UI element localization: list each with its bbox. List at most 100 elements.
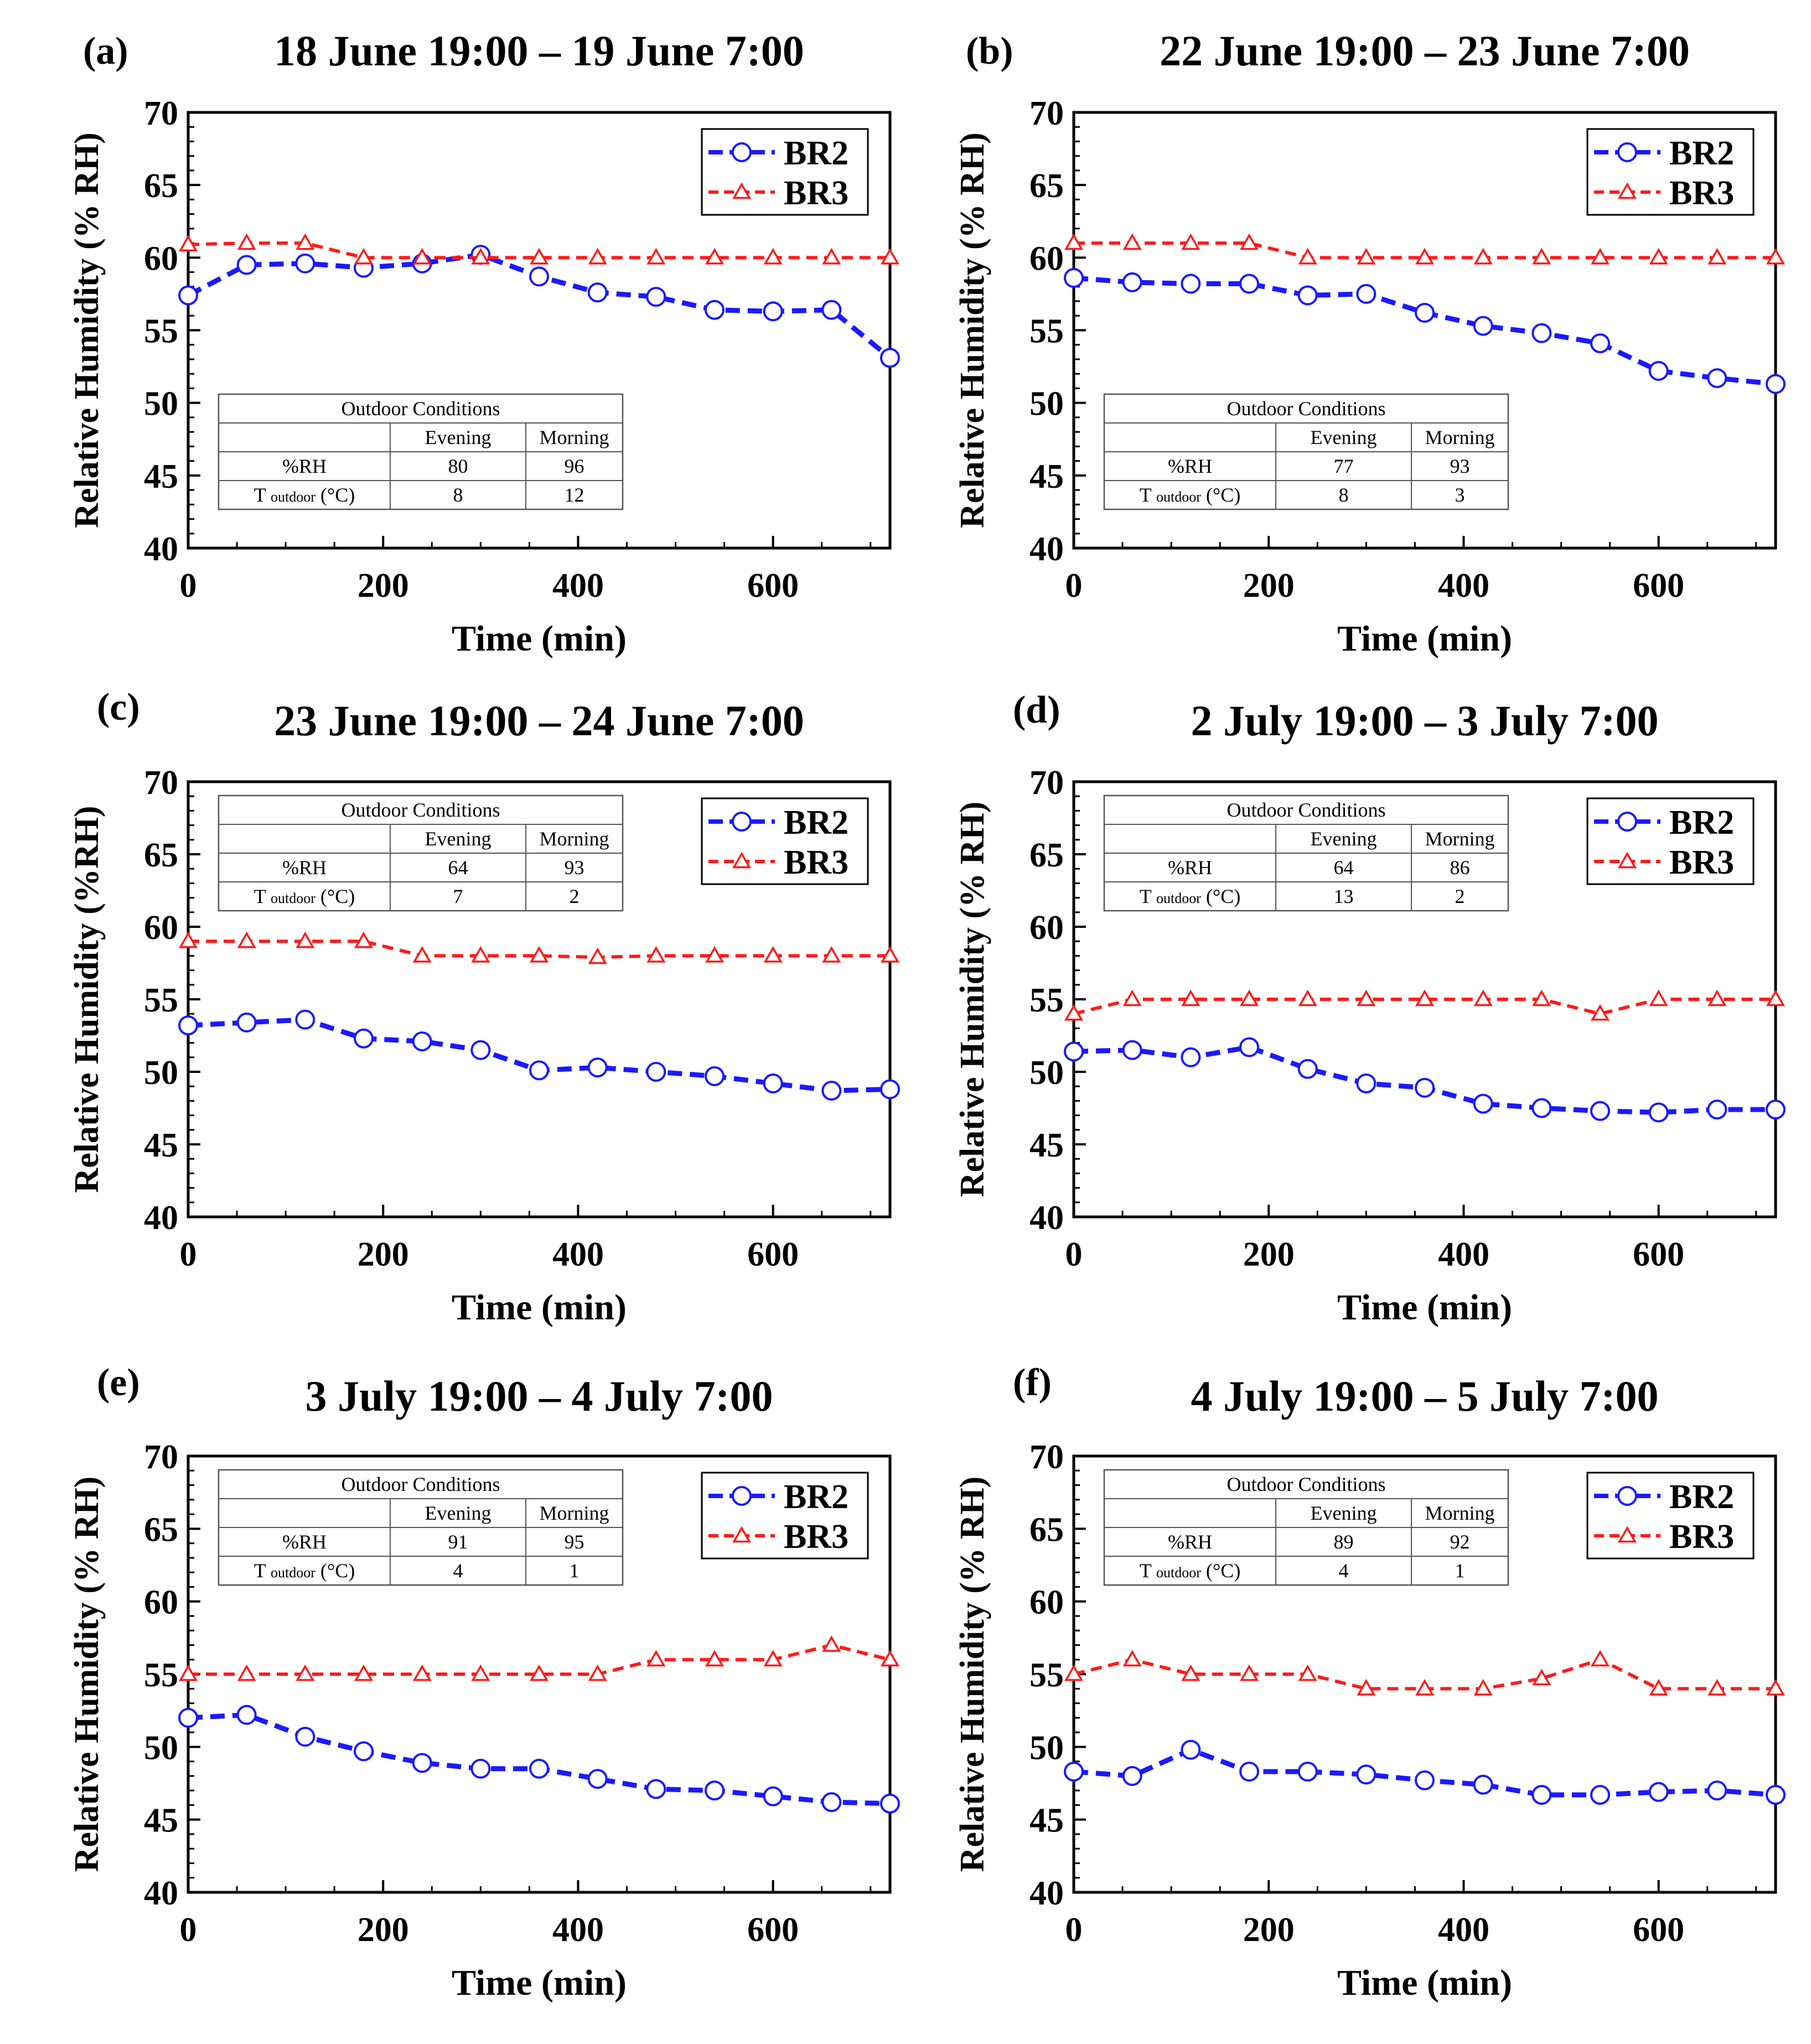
data-point-BR3: [471, 247, 490, 265]
data-point-BR2: [880, 1079, 900, 1100]
y-tick-label: 65: [144, 837, 178, 874]
legend-label-BR2: BR2: [1669, 804, 1734, 842]
data-point-BR2: [1122, 272, 1142, 292]
data-point-BR3: [1239, 233, 1259, 250]
series-BR3: [1064, 1650, 1786, 1696]
data-point-BR2: [529, 1758, 549, 1779]
y-axis: 40 45 50 55 60 65 70: [1029, 95, 1086, 568]
data-point-BR3: [296, 1664, 315, 1681]
data-point-BR2: [1239, 1037, 1259, 1057]
x-tick-label: 400: [1438, 567, 1489, 605]
table-t-evening: 8: [453, 484, 463, 506]
table-t-morning: 1: [570, 1560, 579, 1582]
data-point-BR3: [880, 1650, 900, 1666]
y-tick-label: 70: [144, 95, 178, 132]
table-col-morning: Morning: [1425, 1502, 1495, 1524]
data-point-BR3: [1473, 989, 1493, 1006]
legend-marker-BR2: [732, 812, 752, 832]
table-row-t-outdoor: T outdoor (°C): [254, 885, 355, 907]
y-tick-label: 50: [1029, 385, 1064, 423]
data-point-BR3: [529, 247, 549, 265]
data-point-BR3: [822, 946, 841, 963]
data-point-BR3: [880, 946, 900, 963]
table-t-evening: 7: [453, 885, 463, 907]
x-tick-label: 0: [180, 1911, 197, 1949]
y-axis: 40 45 50 55 60 65 70: [1029, 764, 1086, 1237]
legend-marker-BR3: [1617, 1526, 1637, 1543]
table-title: Outdoor Conditions: [341, 799, 500, 821]
y-tick-label: 40: [144, 1875, 178, 1912]
table-row-rh: %RH: [282, 856, 327, 879]
legend-marker-BR3: [732, 851, 752, 869]
data-point-BR3: [412, 1664, 432, 1681]
panel-label: (a): [83, 30, 128, 73]
series-BR3: [1064, 233, 1786, 265]
table-row-rh: %RH: [1168, 455, 1212, 477]
data-point-BR2: [821, 1081, 842, 1101]
data-point-BR2: [236, 255, 257, 275]
series-BR3: [178, 233, 900, 265]
data-point-BR3: [1707, 1679, 1727, 1696]
data-point-BR3: [1766, 989, 1786, 1006]
series-BR2: [1064, 1740, 1786, 1805]
series-BR3: [1064, 989, 1786, 1021]
legend-label-BR3: BR3: [784, 844, 848, 881]
data-point-BR2: [1064, 1041, 1084, 1062]
y-axis: 40 45 50 55 60 65 70: [144, 1438, 200, 1912]
data-point-BR2: [1648, 1102, 1669, 1123]
legend-frame: [701, 128, 869, 216]
y-tick-label: 70: [1029, 95, 1064, 132]
table-t-evening: 13: [1334, 885, 1354, 907]
data-point-BR2: [763, 301, 783, 322]
legend-label-BR2: BR2: [784, 804, 848, 842]
table-t-morning: 2: [1455, 885, 1465, 907]
data-point-BR3: [763, 946, 783, 963]
data-point-BR2: [821, 1792, 842, 1813]
table-title: Outdoor Conditions: [1227, 1473, 1385, 1495]
x-tick-label: 0: [180, 1236, 197, 1273]
table-row-t-outdoor: T outdoor (°C): [1140, 885, 1241, 907]
table-col-evening: Evening: [1311, 426, 1377, 448]
y-tick-label: 40: [144, 530, 178, 568]
y-axis-label: Relative Humidity (% RH): [68, 1477, 106, 1872]
table-t-morning: 3: [1455, 484, 1465, 506]
table-row-t-outdoor: T outdoor (°C): [1140, 1560, 1241, 1582]
table-t-morning: 1: [1455, 1560, 1465, 1582]
y-tick-label: 70: [144, 764, 178, 802]
legend-marker-BR2: [1617, 142, 1637, 162]
legend-label-BR2: BR2: [784, 1478, 848, 1516]
data-point-BR2: [1590, 333, 1610, 354]
legend-marker-BR3: [1617, 182, 1637, 199]
data-point-BR3: [1122, 989, 1142, 1006]
x-axis-label: Time (min): [1337, 1963, 1512, 2003]
x-axis: 0 200 400 600: [180, 1205, 872, 1273]
table-title: Outdoor Conditions: [341, 398, 500, 420]
series-BR2: [178, 245, 900, 368]
data-point-BR3: [822, 1635, 841, 1652]
data-point-BR3: [296, 931, 315, 948]
data-point-BR2: [1590, 1101, 1610, 1121]
x-tick-label: 600: [1633, 1236, 1684, 1273]
y-axis-label: Relative Humidity (% RH): [68, 132, 106, 528]
x-axis-label: Time (min): [1337, 618, 1512, 659]
x-tick-label: 200: [1243, 1236, 1295, 1273]
y-tick-label: 55: [144, 982, 178, 1019]
y-tick-label: 45: [144, 1127, 178, 1164]
y-tick-label: 45: [1029, 1127, 1064, 1164]
data-point-BR3: [646, 1650, 666, 1666]
data-point-BR2: [1766, 1100, 1786, 1120]
table-rh-evening: 89: [1334, 1531, 1354, 1553]
x-axis-label: Time (min): [452, 1963, 627, 2003]
panel-label: (b): [966, 30, 1013, 73]
outdoor-conditions-table: Outdoor Conditions Evening Morning %RH 64 86 T…: [1103, 794, 1509, 912]
table-row-rh: %RH: [282, 455, 327, 477]
data-point-BR3: [1766, 247, 1786, 265]
y-axis: 40 45 50 55 60 65 70: [1029, 1438, 1086, 1912]
data-point-BR2: [1415, 1770, 1435, 1790]
y-axis: 40 45 50 55 60 65 70: [144, 95, 200, 568]
data-point-BR3: [296, 233, 315, 250]
series-BR2: [178, 1009, 900, 1101]
data-point-BR2: [1590, 1785, 1610, 1805]
data-point-BR3: [880, 247, 900, 265]
